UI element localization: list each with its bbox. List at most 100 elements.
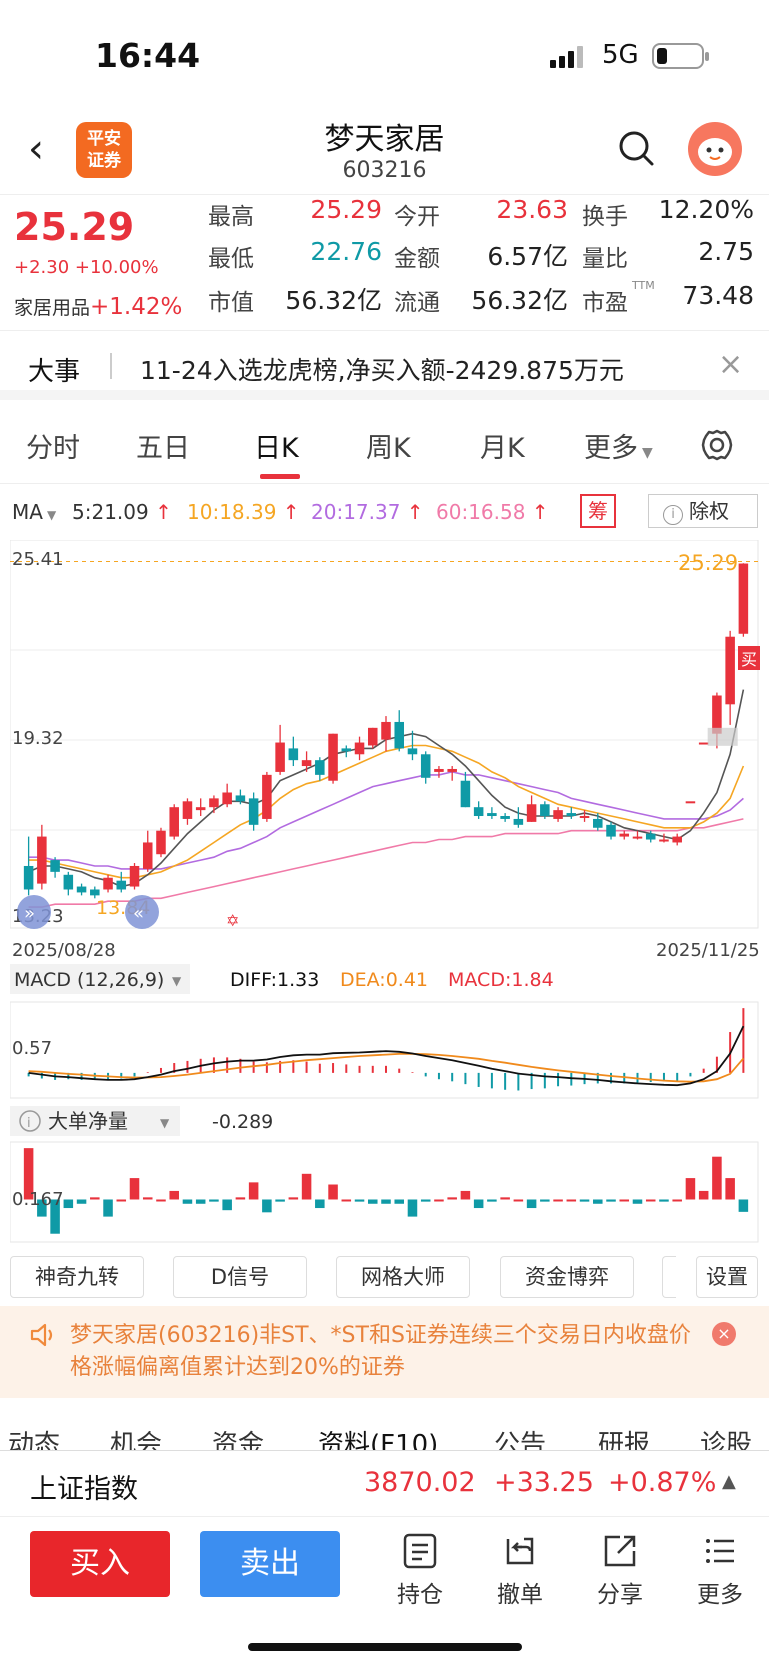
- flow-bar: [169, 1190, 179, 1200]
- ma-selector[interactable]: MA ▼: [12, 500, 56, 524]
- flow-bar: [593, 1199, 603, 1204]
- cancel-order-button[interactable]: 撤单: [480, 1531, 560, 1609]
- price-change: +2.30 +10.00%: [14, 257, 159, 278]
- candle-body: [23, 865, 34, 890]
- candle-body: [315, 760, 325, 775]
- tool-d-signal[interactable]: D信号: [173, 1256, 307, 1298]
- flow-selector[interactable]: 大单净量: [48, 1109, 128, 1133]
- index-change: +33.25: [494, 1467, 594, 1498]
- tab-weekly-k[interactable]: 周K: [366, 433, 411, 464]
- broker-logo[interactable]: 平安 证券: [76, 122, 132, 178]
- sector-change[interactable]: 家居用品+1.42%: [14, 293, 182, 320]
- candle-body: [566, 813, 577, 817]
- candle-body: [288, 748, 299, 761]
- flow-bar: [76, 1199, 87, 1204]
- label-amount: 金额: [394, 246, 440, 272]
- value-low: 22.76: [310, 237, 382, 266]
- label-pe: 市盈: [582, 290, 628, 316]
- tab-more[interactable]: 更多 ▼: [584, 426, 653, 465]
- share-label: 分享: [597, 1582, 643, 1608]
- flow-bar: [394, 1199, 405, 1204]
- value-amount: 6.57亿: [487, 242, 568, 271]
- tab-daily-k[interactable]: 日K: [254, 433, 299, 464]
- flow-bar: [407, 1199, 418, 1217]
- undo-icon: [506, 1537, 534, 1565]
- arrow-up-icon: ↑: [276, 500, 300, 524]
- back-icon[interactable]: ‹: [28, 126, 44, 172]
- tool-hidden[interactable]: [662, 1256, 676, 1298]
- ma-legend: MA ▼ 5:21.09 ↑ 10:18.39 ↑ 20:17.37 ↑ 60:1…: [0, 492, 769, 532]
- buy-marker[interactable]: 买: [738, 646, 760, 670]
- assistant-avatar[interactable]: [688, 122, 742, 176]
- candle-body: [156, 830, 166, 855]
- flow-axis-label: 0.167: [12, 1189, 64, 1210]
- value-pe: 73.48: [682, 281, 754, 310]
- macd-selector[interactable]: MACD (12,26,9): [14, 969, 164, 991]
- event-banner[interactable]: 大事 11-24入选龙虎榜,净买入额-2429.875万元 ×: [0, 330, 769, 400]
- tab-intraday[interactable]: 分时: [26, 433, 80, 464]
- candle-body: [116, 880, 127, 890]
- flow-bar: [526, 1199, 537, 1209]
- event-star-icon[interactable]: ✡: [226, 911, 239, 930]
- candle-body: [632, 836, 643, 839]
- more-button[interactable]: 更多: [680, 1531, 760, 1609]
- collapse-icon[interactable]: [125, 895, 159, 929]
- share-button[interactable]: 分享: [580, 1531, 660, 1609]
- candle-body: [301, 760, 312, 767]
- sector-percent: +1.42%: [90, 294, 183, 320]
- macd-panel-border: [10, 1001, 759, 1099]
- ma60-line: [28, 818, 744, 908]
- label-volume-ratio: 量比: [582, 246, 628, 272]
- buy-button[interactable]: 买入: [30, 1531, 170, 1597]
- divider: [110, 353, 112, 379]
- holdings-button[interactable]: 持仓: [380, 1531, 460, 1609]
- subtab-f10[interactable]: 资料(F10): [318, 1430, 439, 1450]
- candle-body: [354, 742, 365, 755]
- macd-value: MACD:1.84: [448, 969, 554, 991]
- tool-settings[interactable]: 设置: [696, 1256, 758, 1298]
- price-axis-top: 25.41: [12, 549, 64, 570]
- expand-left-icon[interactable]: [17, 895, 51, 929]
- label-low: 最低: [208, 246, 254, 272]
- candle-body: [526, 804, 537, 822]
- arrow-up-icon: ↑: [148, 500, 172, 524]
- close-icon[interactable]: ×: [712, 1322, 736, 1346]
- candle-body: [513, 818, 524, 825]
- subtab-news[interactable]: 动态: [8, 1430, 61, 1450]
- candle-body: [606, 824, 616, 837]
- gear-icon[interactable]: [700, 428, 734, 462]
- event-text[interactable]: 11-24入选龙虎榜,净买入额-2429.875万元: [140, 356, 624, 385]
- chip-distribution-button[interactable]: 筹: [580, 494, 616, 528]
- subtab-opportunity[interactable]: 机会: [110, 1430, 163, 1450]
- ex-rights-button[interactable]: i 除权: [648, 494, 758, 528]
- candle-body: [659, 839, 669, 842]
- candle-body: [420, 754, 431, 778]
- tool-grid-master[interactable]: 网格大师: [336, 1256, 470, 1298]
- chevron-down-icon: ▼: [160, 1116, 170, 1130]
- subtab-announcements[interactable]: 公告: [494, 1430, 547, 1450]
- close-icon[interactable]: ×: [718, 347, 744, 382]
- index-ticker[interactable]: 上证指数 3870.02 +33.25 +0.87% ▲: [0, 1450, 769, 1516]
- tab-monthly-k[interactable]: 月K: [480, 433, 525, 464]
- tool-fund-game[interactable]: 资金博弈: [500, 1256, 634, 1298]
- expand-up-icon[interactable]: ▲: [722, 1471, 736, 1492]
- flow-bar: [619, 1199, 630, 1202]
- tool-magic-nine[interactable]: 神奇九转: [10, 1256, 144, 1298]
- candle-body: [50, 860, 60, 872]
- subtab-funds[interactable]: 资金: [212, 1430, 265, 1450]
- kline-chart[interactable]: 25.41 19.32 13.23 25.29 13.84 买 » « ✡ 20…: [10, 540, 760, 1250]
- risk-warning[interactable]: 梦天家居(603216)非ST、*ST和S证券连续三个交易日内收盘价格涨幅偏离值…: [0, 1306, 769, 1398]
- price-axis-mid: 19.32: [12, 728, 64, 749]
- info-subtabs: 动态 机会 资金 资料(F10) 公告 研报 诊股: [0, 1410, 769, 1450]
- stock-code: 603216: [342, 158, 427, 183]
- price-panel-border: [10, 540, 759, 929]
- sell-button[interactable]: 卖出: [200, 1531, 340, 1597]
- candle-body: [394, 721, 405, 749]
- subtab-research[interactable]: 研报: [598, 1430, 651, 1450]
- subtab-diagnose[interactable]: 诊股: [700, 1430, 753, 1450]
- flow-bar: [553, 1199, 563, 1202]
- search-icon[interactable]: [616, 128, 656, 168]
- candle-body: [698, 742, 709, 745]
- menu-icon: [706, 1539, 734, 1563]
- tab-five-day[interactable]: 五日: [136, 433, 190, 464]
